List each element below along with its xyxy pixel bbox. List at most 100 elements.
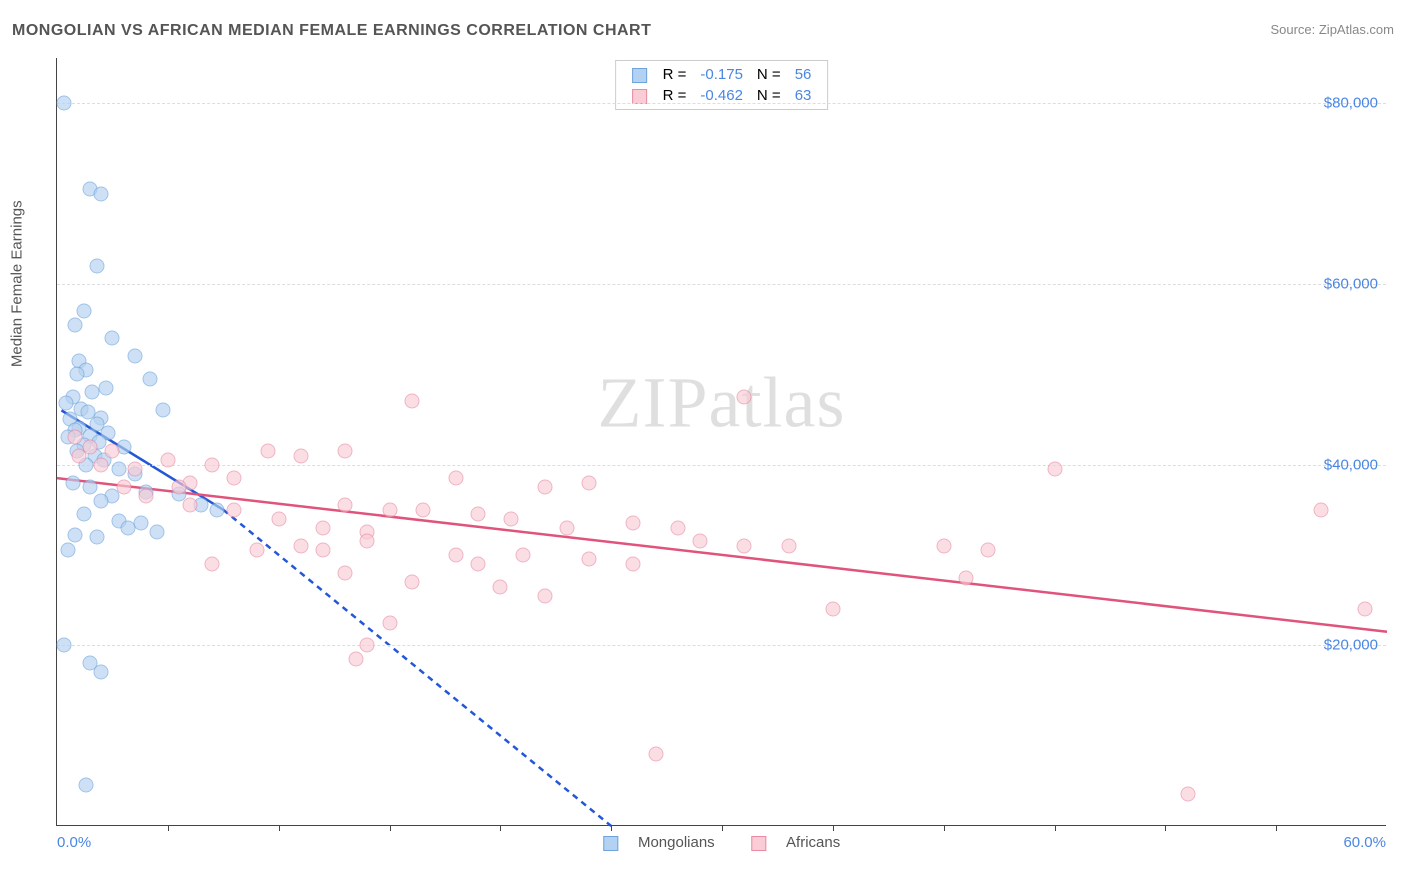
data-point-africans: [471, 556, 486, 571]
data-point-africans: [127, 462, 142, 477]
data-point-africans: [1313, 502, 1328, 517]
x-tick-label: 60.0%: [1343, 834, 1386, 851]
swatch-pink: [751, 836, 766, 851]
data-point-mongolians: [65, 475, 80, 490]
data-point-mongolians: [105, 331, 120, 346]
data-point-africans: [67, 430, 82, 445]
data-point-mongolians: [83, 480, 98, 495]
data-point-mongolians: [94, 493, 109, 508]
data-point-africans: [692, 534, 707, 549]
data-point-mongolians: [112, 462, 127, 477]
data-point-africans: [316, 520, 331, 535]
data-point-mongolians: [56, 638, 71, 653]
series-legend: Mongolians Africans: [587, 834, 856, 851]
data-point-africans: [404, 575, 419, 590]
plot-area: Median Female Earnings ZIPatlas R =-0.17…: [56, 58, 1386, 826]
data-point-africans: [781, 538, 796, 553]
chart-title: MONGOLIAN VS AFRICAN MEDIAN FEMALE EARNI…: [12, 22, 651, 40]
x-tick-label: 0.0%: [57, 834, 91, 851]
data-point-africans: [626, 556, 641, 571]
data-point-mongolians: [76, 507, 91, 522]
data-point-africans: [415, 502, 430, 517]
data-point-africans: [360, 534, 375, 549]
source-link[interactable]: ZipAtlas.com: [1319, 22, 1394, 37]
data-point-africans: [293, 448, 308, 463]
data-point-mongolians: [209, 502, 224, 517]
data-point-mongolians: [67, 317, 82, 332]
data-point-africans: [72, 448, 87, 463]
data-point-africans: [582, 552, 597, 567]
data-point-africans: [205, 556, 220, 571]
data-point-africans: [249, 543, 264, 558]
data-point-africans: [105, 444, 120, 459]
data-point-africans: [1180, 787, 1195, 802]
data-point-africans: [271, 511, 286, 526]
data-point-africans: [582, 475, 597, 490]
data-point-mongolians: [69, 367, 84, 382]
data-point-mongolians: [120, 520, 135, 535]
data-point-africans: [316, 543, 331, 558]
data-point-mongolians: [78, 778, 93, 793]
data-point-africans: [382, 615, 397, 630]
data-point-mongolians: [94, 186, 109, 201]
data-point-mongolians: [89, 529, 104, 544]
y-axis-label: Median Female Earnings: [9, 200, 26, 367]
data-point-africans: [360, 638, 375, 653]
data-point-africans: [338, 444, 353, 459]
data-point-africans: [138, 489, 153, 504]
swatch-blue: [603, 836, 618, 851]
data-point-africans: [471, 507, 486, 522]
data-point-africans: [116, 480, 131, 495]
data-point-africans: [404, 394, 419, 409]
data-point-mongolians: [67, 528, 82, 543]
data-point-mongolians: [58, 396, 73, 411]
data-point-africans: [171, 480, 186, 495]
legend-label: Africans: [786, 834, 840, 851]
data-point-africans: [449, 471, 464, 486]
data-point-africans: [559, 520, 574, 535]
data-point-africans: [981, 543, 996, 558]
data-point-africans: [504, 511, 519, 526]
y-tick-label: $60,000: [1324, 275, 1378, 292]
data-point-africans: [338, 566, 353, 581]
data-point-africans: [648, 746, 663, 761]
data-point-mongolians: [156, 403, 171, 418]
data-point-africans: [227, 502, 242, 517]
data-point-africans: [382, 502, 397, 517]
data-point-mongolians: [149, 525, 164, 540]
y-tick-label: $40,000: [1324, 456, 1378, 473]
data-point-africans: [183, 498, 198, 513]
data-point-africans: [227, 471, 242, 486]
y-tick-label: $80,000: [1324, 95, 1378, 112]
data-point-africans: [449, 547, 464, 562]
data-point-africans: [205, 457, 220, 472]
data-point-mongolians: [61, 543, 76, 558]
data-point-africans: [626, 516, 641, 531]
data-point-africans: [670, 520, 685, 535]
data-point-africans: [958, 570, 973, 585]
data-point-africans: [338, 498, 353, 513]
data-point-africans: [160, 453, 175, 468]
data-point-africans: [260, 444, 275, 459]
data-point-africans: [825, 602, 840, 617]
data-point-africans: [537, 588, 552, 603]
data-point-africans: [936, 538, 951, 553]
source-prefix: Source:: [1270, 22, 1318, 37]
data-point-africans: [349, 651, 364, 666]
data-point-africans: [1357, 602, 1372, 617]
data-point-mongolians: [143, 371, 158, 386]
data-point-africans: [737, 389, 752, 404]
data-point-africans: [737, 538, 752, 553]
data-point-mongolians: [56, 96, 71, 111]
data-point-mongolians: [134, 516, 149, 531]
data-point-africans: [493, 579, 508, 594]
data-point-mongolians: [89, 258, 104, 273]
trend-lines: [57, 58, 1386, 825]
data-point-mongolians: [127, 349, 142, 364]
data-point-africans: [515, 547, 530, 562]
data-point-mongolians: [98, 380, 113, 395]
legend-label: Mongolians: [638, 834, 715, 851]
data-point-mongolians: [76, 303, 91, 318]
data-point-africans: [293, 538, 308, 553]
data-point-africans: [1047, 462, 1062, 477]
